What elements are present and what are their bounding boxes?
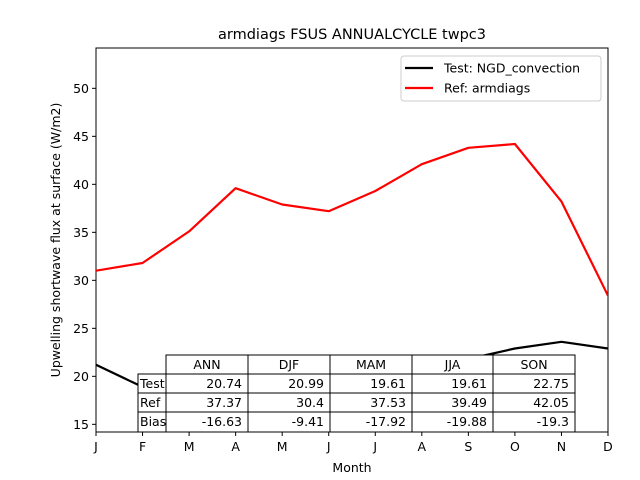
table-value: 19.61 [451,376,487,391]
table-row-label: Bias [140,414,166,429]
x-tick-label: M [184,439,195,454]
table-value: 22.75 [533,376,569,391]
table-column-header: ANN [193,357,220,372]
x-tick-label: F [139,439,146,454]
y-tick-label: 25 [73,321,89,336]
x-tick-label: J [326,439,331,454]
legend-box [400,55,602,102]
x-tick-label: A [231,439,240,454]
table-value: 20.74 [206,376,242,391]
y-tick-label: 35 [73,225,89,240]
table-value: -17.92 [366,414,406,429]
x-tick-label: N [557,439,566,454]
table-value: -19.3 [537,414,569,429]
y-tick-label: 40 [73,177,89,192]
table-value: 39.49 [451,395,487,410]
table-value: 19.61 [370,376,406,391]
legend-label: Ref: armdiags [444,81,530,96]
table-value: 37.37 [206,395,242,410]
legend: Test: NGD_convection Ref: armdiags [400,55,602,102]
y-tick-label: 15 [73,417,89,432]
y-tick-label: 50 [73,81,89,96]
series-line-ref [96,142,608,297]
table-value: 42.05 [533,395,569,410]
table-column-header: SON [520,357,547,372]
x-tick-label: A [418,439,427,454]
table-column-header: JJA [444,357,461,372]
x-tick-label: M [277,439,288,454]
x-tick-label: D [603,439,613,454]
x-tick-label: S [464,439,472,454]
x-tick-label: O [510,439,520,454]
table-value: -9.41 [292,414,324,429]
legend-label: Test: NGD_convection [443,61,580,76]
x-axis-label: Month [332,460,371,475]
y-tick-label: 20 [73,369,89,384]
table-value: -16.63 [202,414,242,429]
chart-title: armdiags FSUS ANNUALCYCLE twpc3 [218,27,486,43]
table-column-header: MAM [356,357,386,372]
table-value: 37.53 [370,395,406,410]
table-value: -19.88 [447,414,487,429]
table-value: 20.99 [288,376,324,391]
y-tick-label: 45 [73,129,89,144]
table-column-header: DJF [279,357,300,372]
table-row-label: Test [139,376,165,391]
table-value: 30.4 [296,395,324,410]
y-axis-label: Upwelling shortwave flux at surface (W/m… [48,103,63,378]
table-row-label: Ref [140,395,161,410]
y-tick-label: 30 [73,273,89,288]
x-tick-label: J [372,439,377,454]
stats-table: ANN DJF MAM JJA SON 20.74 20.99 19.61 19.61 22.75… [137,354,576,433]
table-cell [492,411,576,433]
x-tick-label: J [93,439,98,454]
